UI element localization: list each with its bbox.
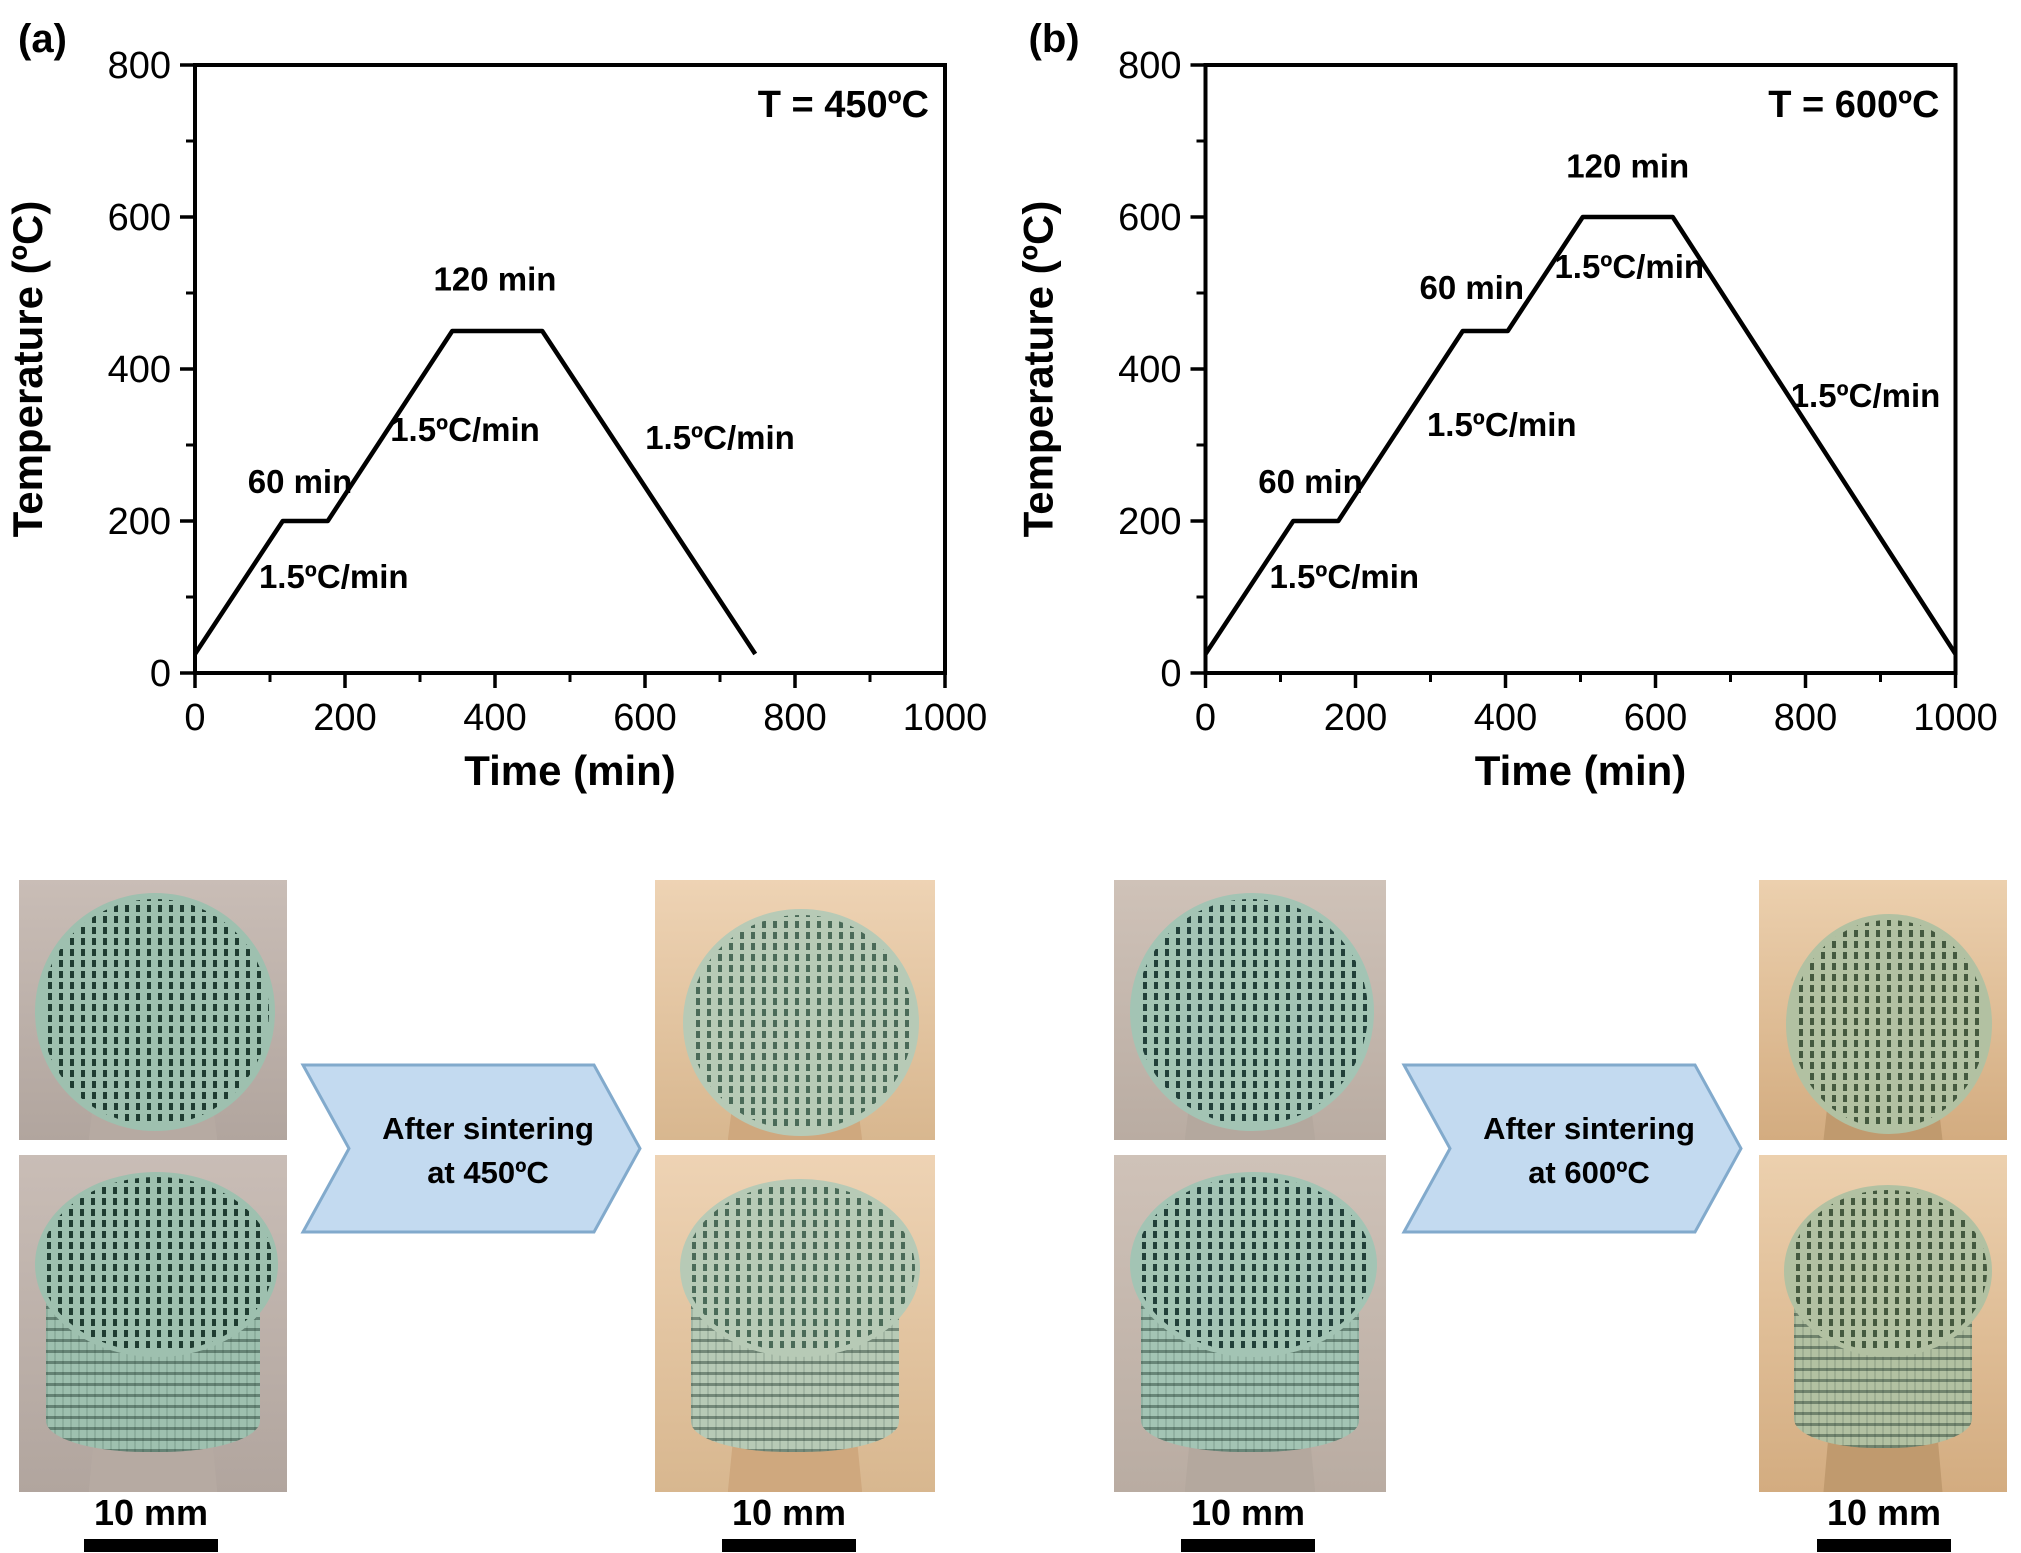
scaffold-top-face [680, 1178, 920, 1358]
panel-title: T = 450ºC [758, 84, 929, 126]
scalebar-label: 10 mm [731, 1492, 847, 1533]
scaffold-top-face [1783, 1185, 1993, 1358]
y-tick-label: 600 [1118, 197, 1181, 239]
panel-title: T = 600ºC [1768, 84, 1939, 126]
x-tick-label: 400 [463, 697, 526, 739]
x-tick-label: 0 [184, 697, 205, 739]
sintering-profile-chart-600: (b) 0 200 400 600 800 1000 0 200 400 600 800 Time (m… [1015, 17, 1998, 794]
scalebar-line [1817, 1538, 1951, 1552]
y-tick-label: 600 [108, 197, 171, 239]
x-tick-label: 200 [1324, 697, 1387, 739]
profile-annotation: 120 min [1566, 147, 1689, 184]
y-axis-title: Temperature (ºC) [1015, 201, 1062, 538]
scaffold-top-face [35, 1171, 279, 1358]
scaffold-top-view [683, 908, 919, 1137]
scaffold-top-view [1786, 913, 1992, 1134]
x-tick-label: 1000 [903, 697, 988, 739]
profile-annotation: 60 min [1419, 269, 1524, 306]
scalebar-line [722, 1538, 856, 1552]
after-sintering-600-arrow: After sintering at 600ºC [1401, 1063, 1743, 1234]
x-tick-label: 400 [1474, 697, 1537, 739]
scaffold-top-face [1130, 1171, 1377, 1358]
photo-450-before-side-view [19, 1155, 287, 1492]
panel-letter: (b) [1029, 17, 1080, 61]
x-tick-label: 800 [1774, 697, 1837, 739]
scaffold-top-view [35, 893, 275, 1132]
x-tick-label: 600 [613, 697, 676, 739]
scalebar-line [1181, 1538, 1315, 1552]
scalebar-600-before: 10 mm [1163, 1494, 1333, 1552]
sintering-profile-chart-450: (a) 0 200 400 600 800 1000 0 200 400 600 800 Time (m… [4, 17, 988, 794]
profile-annotation: 1.5ºC/min [390, 411, 540, 448]
scalebar-label: 10 mm [1190, 1492, 1306, 1533]
profile-annotation: 1.5ºC/min [1427, 406, 1577, 443]
x-axis-title: Time (min) [464, 747, 676, 794]
photo-600-before-top-view [1114, 880, 1386, 1140]
scalebar-450-before: 10 mm [66, 1494, 236, 1552]
photo-450-after-top-view [655, 880, 935, 1140]
arrow-shape [300, 1063, 642, 1234]
photo-600-after-side-view [1759, 1155, 2007, 1492]
x-tick-label: 1000 [1913, 697, 1998, 739]
scalebar-600-after: 10 mm [1799, 1494, 1969, 1552]
profile-annotation: 1.5ºC/min [1554, 248, 1704, 285]
scaffold-top-view [1130, 893, 1374, 1132]
x-tick-label: 200 [313, 697, 376, 739]
y-tick-label: 400 [1118, 349, 1181, 391]
x-tick-label: 800 [763, 697, 826, 739]
profile-annotation: 1.5ºC/min [1269, 558, 1419, 595]
y-tick-label: 200 [108, 501, 171, 543]
profile-annotation: 1.5ºC/min [259, 558, 409, 595]
y-tick-label: 800 [1118, 45, 1181, 87]
panel-letter: (a) [18, 17, 67, 61]
y-tick-label: 0 [150, 653, 171, 695]
sintering-profile-600C [1203, 214, 1958, 656]
profile-annotation: 120 min [434, 261, 557, 298]
scalebar-label: 10 mm [93, 1492, 209, 1533]
scalebar-label: 10 mm [1826, 1492, 1942, 1533]
arrow-label-line2: at 450ºC [427, 1155, 549, 1190]
after-sintering-450-arrow: After sintering at 450ºC [300, 1063, 642, 1234]
profile-annotation: 60 min [248, 463, 353, 500]
arrow-label-line1: After sintering [382, 1111, 594, 1146]
profile-annotation: 1.5ºC/min [1791, 377, 1941, 414]
photo-600-before-side-view [1114, 1155, 1386, 1492]
scalebar-line [84, 1538, 218, 1552]
arrow-shape [1401, 1063, 1743, 1234]
photo-450-after-side-view [655, 1155, 935, 1492]
y-tick-label: 0 [1160, 653, 1181, 695]
y-axis-title: Temperature (ºC) [4, 201, 51, 538]
y-tick-label: 800 [108, 45, 171, 87]
profile-annotation: 1.5ºC/min [645, 419, 795, 456]
arrow-label-line1: After sintering [1483, 1111, 1695, 1146]
sintering-profile-450C [193, 328, 758, 656]
photo-450-before-top-view [19, 880, 287, 1140]
arrow-label-line2: at 600ºC [1528, 1155, 1650, 1190]
x-tick-label: 0 [1195, 697, 1216, 739]
profile-annotation: 60 min [1258, 463, 1363, 500]
x-axis-title: Time (min) [1475, 747, 1687, 794]
photo-600-after-top-view [1759, 880, 2007, 1140]
scalebar-450-after: 10 mm [704, 1494, 874, 1552]
y-tick-label: 400 [108, 349, 171, 391]
x-tick-label: 600 [1624, 697, 1687, 739]
y-tick-label: 200 [1118, 501, 1181, 543]
